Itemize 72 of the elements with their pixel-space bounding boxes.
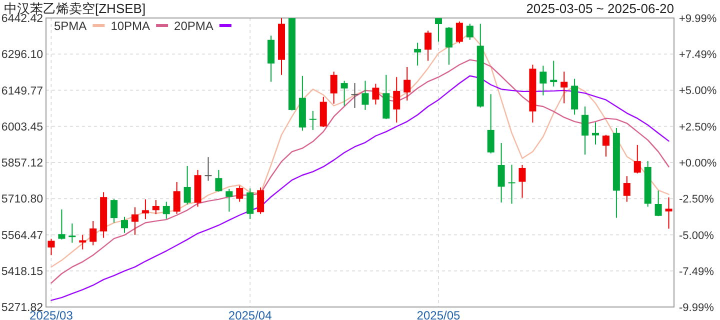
candlestick xyxy=(540,65,547,96)
candlestick xyxy=(110,198,118,224)
candlestick xyxy=(173,182,180,214)
y2-tick-label: +5.00% xyxy=(679,85,717,98)
candlestick xyxy=(571,78,578,116)
y2-tick-label: +9.99% xyxy=(679,13,717,25)
candlestick xyxy=(79,234,86,250)
candlestick xyxy=(372,83,380,106)
y2-tick-label: -9.99% xyxy=(679,302,714,314)
candlestick xyxy=(592,122,599,146)
candlestick xyxy=(90,220,97,246)
candlestick xyxy=(162,201,170,220)
candlestick xyxy=(550,60,558,87)
y2-tick-label: +7.49% xyxy=(679,49,717,62)
candlestick xyxy=(226,188,233,212)
candlestick xyxy=(498,142,505,204)
candlestick xyxy=(435,18,442,42)
x-tick-label: 2025/04 xyxy=(228,308,272,320)
candlestick xyxy=(257,186,264,214)
x-tick-label: 2025/05 xyxy=(416,308,461,320)
candlestick xyxy=(404,66,411,102)
candlestick xyxy=(215,169,222,192)
candlestick xyxy=(121,216,128,234)
candlestick xyxy=(131,206,138,236)
candlestick xyxy=(414,42,422,66)
candlestick xyxy=(184,165,191,205)
y-tick-label: 5564.47 xyxy=(1,230,43,242)
candlestick xyxy=(665,196,672,230)
candlestick xyxy=(518,164,526,198)
y-tick-label: 6296.10 xyxy=(1,49,43,62)
candlestick xyxy=(152,200,160,215)
legend-label: 5PMA xyxy=(54,19,87,33)
candlestick xyxy=(340,80,348,106)
candlestick xyxy=(560,71,568,104)
candlestick xyxy=(236,185,244,202)
y2-tick-label: +2.50% xyxy=(679,121,717,134)
candlestick xyxy=(634,144,641,174)
candlestick xyxy=(330,71,338,104)
candlestick xyxy=(58,208,66,240)
y-tick-label: 5857.12 xyxy=(1,158,43,170)
candlestick xyxy=(48,238,55,256)
candlestick xyxy=(623,176,630,202)
y-tick-label: 6149.77 xyxy=(1,85,43,98)
candlestick xyxy=(487,94,494,154)
y-tick-label: 6003.45 xyxy=(1,121,43,134)
candlestick xyxy=(362,80,369,110)
candlestick xyxy=(246,188,254,220)
candlestick xyxy=(424,30,432,62)
candlestick xyxy=(309,110,316,130)
y-tick-label: 6442.42 xyxy=(1,13,43,25)
candlestick xyxy=(393,76,400,124)
legend-label: 20PMA xyxy=(174,19,214,33)
candlestick xyxy=(351,82,358,108)
candlestick xyxy=(142,198,149,220)
candlestick xyxy=(268,35,275,82)
candlestick xyxy=(68,223,76,244)
y-tick-label: 5418.15 xyxy=(1,266,43,278)
y2-tick-label: +0.00% xyxy=(679,158,717,170)
candlestick xyxy=(456,21,463,44)
y2-tick-label: -7.49% xyxy=(679,266,714,278)
y-tick-label: 5710.80 xyxy=(1,194,43,206)
legend-label: 10PMA xyxy=(110,19,150,33)
candlestick xyxy=(654,190,662,217)
candlestick xyxy=(466,23,474,40)
candlestick xyxy=(204,156,212,182)
candlestick xyxy=(602,134,610,158)
candlestick xyxy=(582,106,589,156)
candlestick xyxy=(445,26,452,66)
chart-subtitle: 2025-03-05 ~ 2025-06-20 xyxy=(526,1,674,16)
candlestick xyxy=(508,164,516,204)
y2-tick-label: -5.00% xyxy=(679,230,714,242)
y2-tick-label: -2.50% xyxy=(679,194,714,206)
